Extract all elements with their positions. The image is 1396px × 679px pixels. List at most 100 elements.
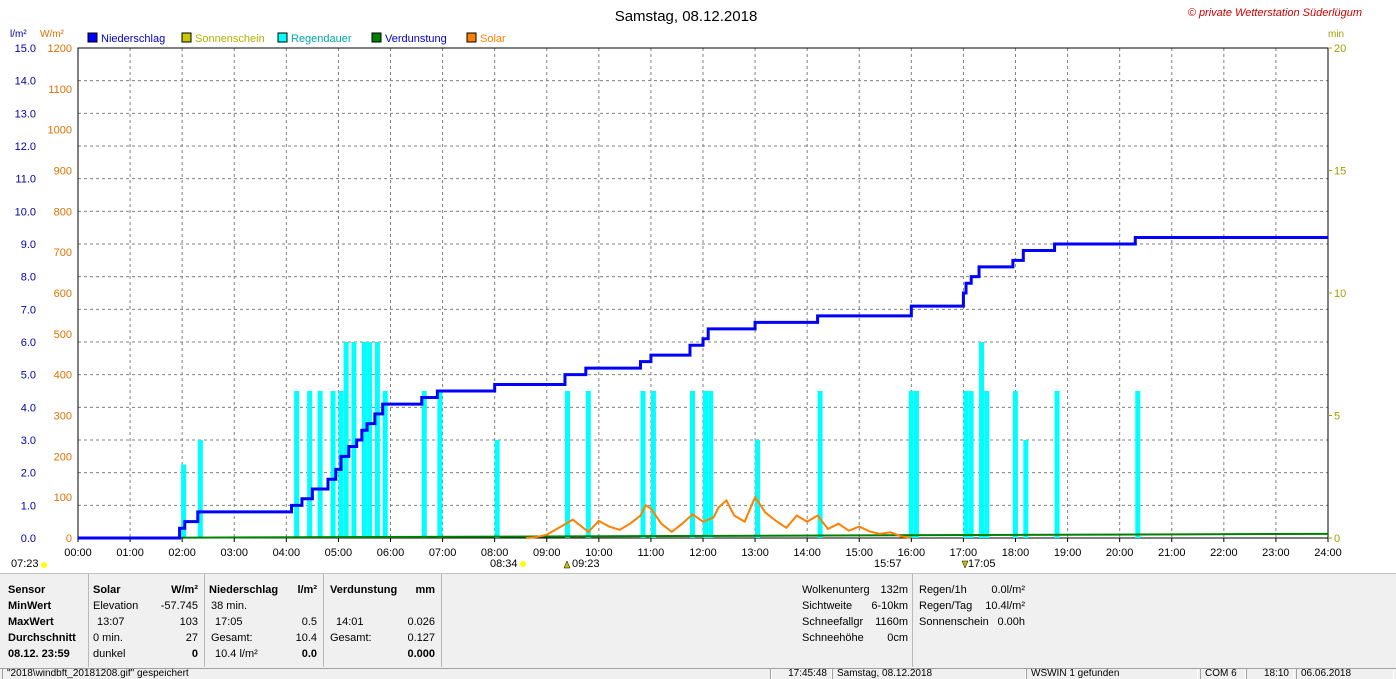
regendauer-bar xyxy=(984,391,990,538)
verdunstung-total-label: Gesamt: xyxy=(330,632,372,644)
status-date2: 06.06.2018 xyxy=(1296,669,1394,679)
regendauer-bar xyxy=(343,342,349,538)
x-tick-label: 16:00 xyxy=(898,547,926,559)
solar-max-label: 13:07 xyxy=(97,616,125,628)
legend-label-verdunstung: Verdunstung xyxy=(385,33,447,45)
regendauer-bar xyxy=(317,391,323,538)
sensor-row-current: 08.12. 23:59 xyxy=(8,648,70,660)
niederschlag-header: Niederschlag xyxy=(209,584,279,596)
regendauer-bar xyxy=(307,391,313,538)
solar-min-label: Elevation xyxy=(93,600,139,612)
dawn-icon xyxy=(520,561,526,567)
solar-axis-label: 600 xyxy=(54,288,72,300)
x-tick-label: 18:00 xyxy=(1002,547,1030,559)
verdunstung-column: Verdunstung mm 14:01 0.026 Gesamt: 0.127… xyxy=(324,574,442,667)
regendauer-bar xyxy=(689,391,695,538)
snowline-value: 1160m xyxy=(875,616,908,628)
x-tick-label: 13:00 xyxy=(741,547,769,559)
dusk-icon xyxy=(961,560,969,569)
x-tick-label: 11:00 xyxy=(638,547,665,559)
minutes-axis-label: 15 xyxy=(1334,166,1346,178)
solar-axis-label: 1000 xyxy=(48,125,72,137)
x-tick-label: 09:00 xyxy=(533,547,561,559)
rain-axis-label: 3.0 xyxy=(21,435,36,447)
niederschlag-current-value: 0.0 xyxy=(301,648,317,660)
legend-swatch-solar xyxy=(466,32,477,43)
cloud-base-label: Wolkenunterg xyxy=(802,584,870,596)
x-tick-label: 22:00 xyxy=(1210,547,1238,559)
rain-axis-label: 1.0 xyxy=(21,500,36,512)
regendauer-bar xyxy=(979,342,985,538)
solar-current-label: dunkel xyxy=(93,648,126,660)
sunshine-value: 0.00h xyxy=(997,616,1025,628)
rain-axis-label: 5.0 xyxy=(21,370,36,382)
niederschlag-column: Niederschlag l/m² 38 min. 17:05 0.5 Gesa… xyxy=(205,574,324,667)
dusk-time: 17:05 xyxy=(968,558,996,570)
status-wswin: WSWIN 1 gefunden xyxy=(1026,669,1198,679)
niederschlag-unit: l/m² xyxy=(297,584,317,596)
x-tick-label: 14:00 xyxy=(793,547,821,559)
solar-min-value: -57.745 xyxy=(160,600,198,612)
regendauer-bar xyxy=(181,464,187,538)
regendauer-bar xyxy=(1135,391,1141,538)
rain-axis-label: 14.0 xyxy=(15,76,36,88)
x-tick-label: 05:00 xyxy=(325,547,353,559)
rain-axis-label: 11.0 xyxy=(15,174,36,186)
solar-axis-label: 1100 xyxy=(48,84,72,96)
legend: Niederschlag Sonnenschein Regendauer Ver… xyxy=(87,32,506,45)
status-bar: "2018\windbft_20181208.gif" gespeichert … xyxy=(0,668,1396,679)
legend-item-verdunstung: Verdunstung xyxy=(371,32,447,45)
verdunstung-current-value: 0.000 xyxy=(407,648,435,660)
rain-axis-label: 12.0 xyxy=(15,141,36,153)
solar-axis-label: 1200 xyxy=(48,43,72,55)
solar-noon-icon xyxy=(563,560,571,569)
solar-line xyxy=(525,495,912,539)
regendauer-bar xyxy=(817,391,823,538)
niederschlag-line xyxy=(78,235,1328,540)
x-tick-label: 15:00 xyxy=(845,547,873,559)
solar-axis-label: 700 xyxy=(54,247,72,259)
regendauer-bar xyxy=(197,440,203,538)
cloud-base-value: 132m xyxy=(880,584,908,596)
sensor-column: Sensor MinWert MaxWert Durchschnitt 08.1… xyxy=(4,574,89,667)
rain-axis-label: 7.0 xyxy=(21,304,36,316)
visibility-label: Sichtweite xyxy=(802,600,853,612)
niederschlag-max-label: 17:05 xyxy=(215,616,243,628)
rain-axis-label: 9.0 xyxy=(21,239,36,251)
regendauer-bar xyxy=(421,391,427,538)
solar-avg-value: 27 xyxy=(185,632,198,644)
chart-title: Samstag, 08.12.2018 xyxy=(615,8,758,25)
niederschlag-total-value: 10.4 xyxy=(295,632,317,644)
rain-unit-label: l/m² xyxy=(10,29,27,40)
solar-unit-label: W/m² xyxy=(40,29,65,40)
solar-current-value: 0 xyxy=(191,648,198,660)
rain-hour-value: 0.0l/m² xyxy=(991,584,1025,596)
visibility-value: 6-10km xyxy=(871,600,908,612)
verdunstung-max-label: 14:01 xyxy=(336,616,364,628)
rain-axis-label: 6.0 xyxy=(21,337,36,349)
rain-day-label: Regen/Tag xyxy=(919,600,973,612)
regendauer-bar xyxy=(585,391,591,538)
rain-axis-label: 10.0 xyxy=(15,206,36,218)
verdunstung-unit: mm xyxy=(415,584,435,596)
regendauer-bar xyxy=(908,391,914,538)
weather-info: Wolkenunterg 132m Sichtweite 6-10km Schn… xyxy=(798,574,910,667)
regendauer-bar xyxy=(294,391,300,538)
x-tick-label: 04:00 xyxy=(273,547,301,559)
niederschlag-current-label: 10.4 l/m² xyxy=(215,648,258,660)
sensor-header: Sensor xyxy=(8,584,46,596)
legend-item-niederschlag: Niederschlag xyxy=(87,32,165,45)
regendauer-bar xyxy=(640,391,646,538)
status-date: Samstag, 08.12.2018 xyxy=(832,669,1026,679)
sensor-row-avg: Durchschnitt xyxy=(8,632,76,644)
x-tick-label: 06:00 xyxy=(377,547,405,559)
regendauer-bar xyxy=(351,342,357,538)
sensor-row-max: MaxWert xyxy=(8,616,54,628)
regendauer-bar xyxy=(1012,391,1018,538)
rain-axis-label: 4.0 xyxy=(21,402,36,414)
regendauer-bar xyxy=(650,391,656,538)
sunrise-icon xyxy=(41,562,47,568)
minutes-unit-label: min xyxy=(1328,29,1344,40)
minutes-axis-label: 20 xyxy=(1334,43,1346,55)
x-tick-label: 10:00 xyxy=(585,547,613,559)
